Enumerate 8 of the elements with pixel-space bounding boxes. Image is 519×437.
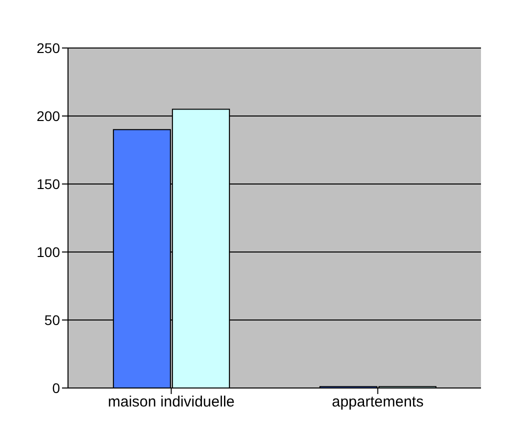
x-tick-label: maison individuelle bbox=[108, 394, 235, 411]
y-tick-label: 0 bbox=[52, 380, 60, 396]
y-tick-label: 50 bbox=[44, 312, 60, 328]
y-tick-label: 200 bbox=[36, 108, 60, 124]
y-tick-label: 250 bbox=[36, 40, 60, 56]
y-tick-label: 100 bbox=[36, 244, 60, 260]
x-tick-label: appartements bbox=[332, 394, 424, 411]
y-tick-label: 150 bbox=[36, 176, 60, 192]
